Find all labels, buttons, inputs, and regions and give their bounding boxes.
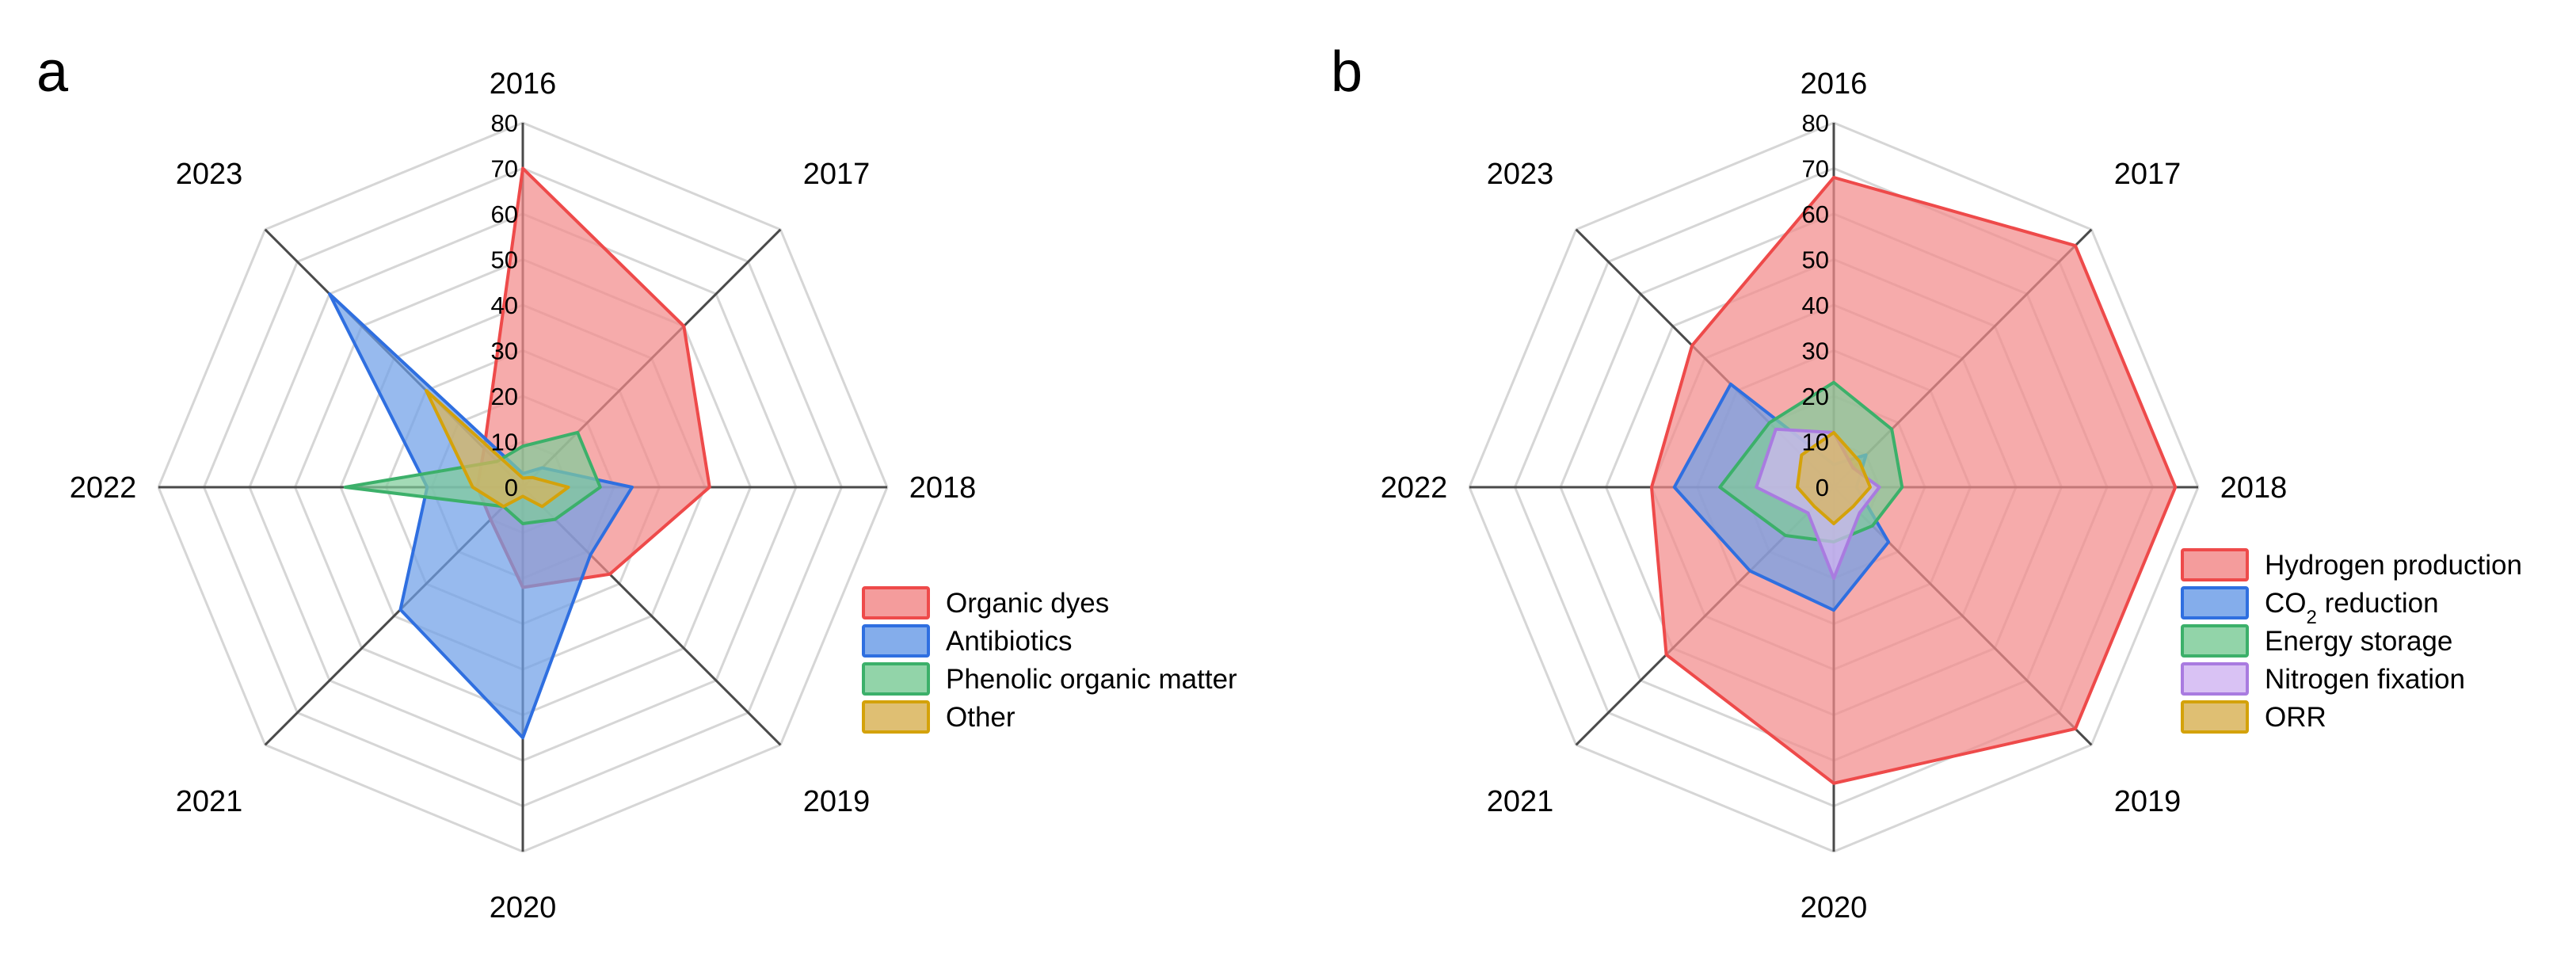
- radar-panel-b: b 0 10 20 30 40 50 60 70 80 2016 2017 2018 2019 2020…: [1331, 40, 2522, 924]
- tick-label: 10: [1802, 429, 1829, 456]
- tick-label: 20: [1802, 383, 1829, 410]
- tick-label: 60: [1802, 200, 1829, 228]
- radar-series-b: [1650, 176, 2178, 785]
- tick-label: 50: [491, 246, 518, 274]
- legend-label: Nitrogen fixation: [2265, 664, 2465, 695]
- category-label-2016: 2016: [1801, 67, 1868, 101]
- legend-swatch: [2181, 548, 2249, 581]
- category-label-2021: 2021: [176, 785, 243, 818]
- category-labels-a: 2016 2017 2018 2019 2020 2021 2022 2023: [70, 67, 977, 924]
- legend-a: Organic dyes Antibiotics Phenolic organic …: [862, 586, 1237, 734]
- tick-label: 30: [1802, 337, 1829, 365]
- series-polygon-other: [425, 389, 570, 509]
- tick-label: 30: [491, 337, 518, 365]
- series-polygon-hydrogen-production: [1650, 176, 2178, 785]
- tick-label: 0: [505, 474, 518, 501]
- legend-swatch: [2181, 662, 2249, 696]
- tick-label: 80: [1802, 109, 1829, 137]
- legend-label: CO2 reduction: [2265, 588, 2439, 628]
- tick-label: 60: [491, 200, 518, 228]
- category-label-2016: 2016: [490, 67, 557, 101]
- legend-label: Energy storage: [2265, 626, 2452, 657]
- category-label-2020: 2020: [1801, 891, 1868, 924]
- legend-swatch: [862, 586, 930, 619]
- series-polygon-orr: [1796, 431, 1872, 525]
- tick-label: 0: [1816, 474, 1829, 501]
- panel-letter-b: b: [1331, 40, 1362, 104]
- tick-label: 70: [491, 155, 518, 183]
- panel-letter-a: a: [36, 40, 69, 104]
- legend-swatch: [862, 662, 930, 696]
- category-labels-b: 2016 2017 2018 2019 2020 2021 2022 2023: [1381, 67, 2288, 924]
- legend-swatch: [2181, 586, 2249, 619]
- tick-label: 40: [1802, 292, 1829, 319]
- legend-label: Organic dyes: [946, 588, 1109, 619]
- radar-series-a: [328, 166, 711, 740]
- category-label-2023: 2023: [176, 158, 243, 191]
- category-label-2019: 2019: [803, 785, 871, 818]
- legend-swatch: [862, 700, 930, 734]
- legend-swatch: [2181, 700, 2249, 734]
- category-label-2017: 2017: [803, 158, 871, 191]
- tick-label: 70: [1802, 155, 1829, 183]
- tick-label: 40: [491, 292, 518, 319]
- category-label-2019: 2019: [2114, 785, 2182, 818]
- tick-label: 20: [491, 383, 518, 410]
- legend-label: Phenolic organic matter: [946, 664, 1237, 695]
- category-label-2021: 2021: [1487, 785, 1554, 818]
- category-label-2017: 2017: [2114, 158, 2182, 191]
- legend-label: Hydrogen production: [2265, 550, 2522, 581]
- category-label-2022: 2022: [70, 471, 137, 505]
- radial-ticks-a: 0 10 20 30 40 50 60 70 80: [491, 109, 518, 501]
- category-label-2018: 2018: [909, 471, 977, 505]
- radar-panel-a: a 0 10 20 30 40 50 60 70 80 2016 2017 2018 2019 2020…: [36, 40, 1237, 924]
- category-label-2022: 2022: [1381, 471, 1448, 505]
- tick-label: 50: [1802, 246, 1829, 274]
- category-label-2020: 2020: [490, 891, 557, 924]
- legend-swatch: [2181, 624, 2249, 658]
- tick-label: 10: [491, 429, 518, 456]
- legend-label: ORR: [2265, 702, 2326, 733]
- radial-ticks-b: 0 10 20 30 40 50 60 70 80: [1802, 109, 1829, 501]
- legend-swatch: [862, 624, 930, 658]
- tick-label: 80: [491, 109, 518, 137]
- legend-label: Antibiotics: [946, 626, 1073, 657]
- category-label-2023: 2023: [1487, 158, 1554, 191]
- category-label-2018: 2018: [2220, 471, 2288, 505]
- legend-label: Other: [946, 702, 1016, 733]
